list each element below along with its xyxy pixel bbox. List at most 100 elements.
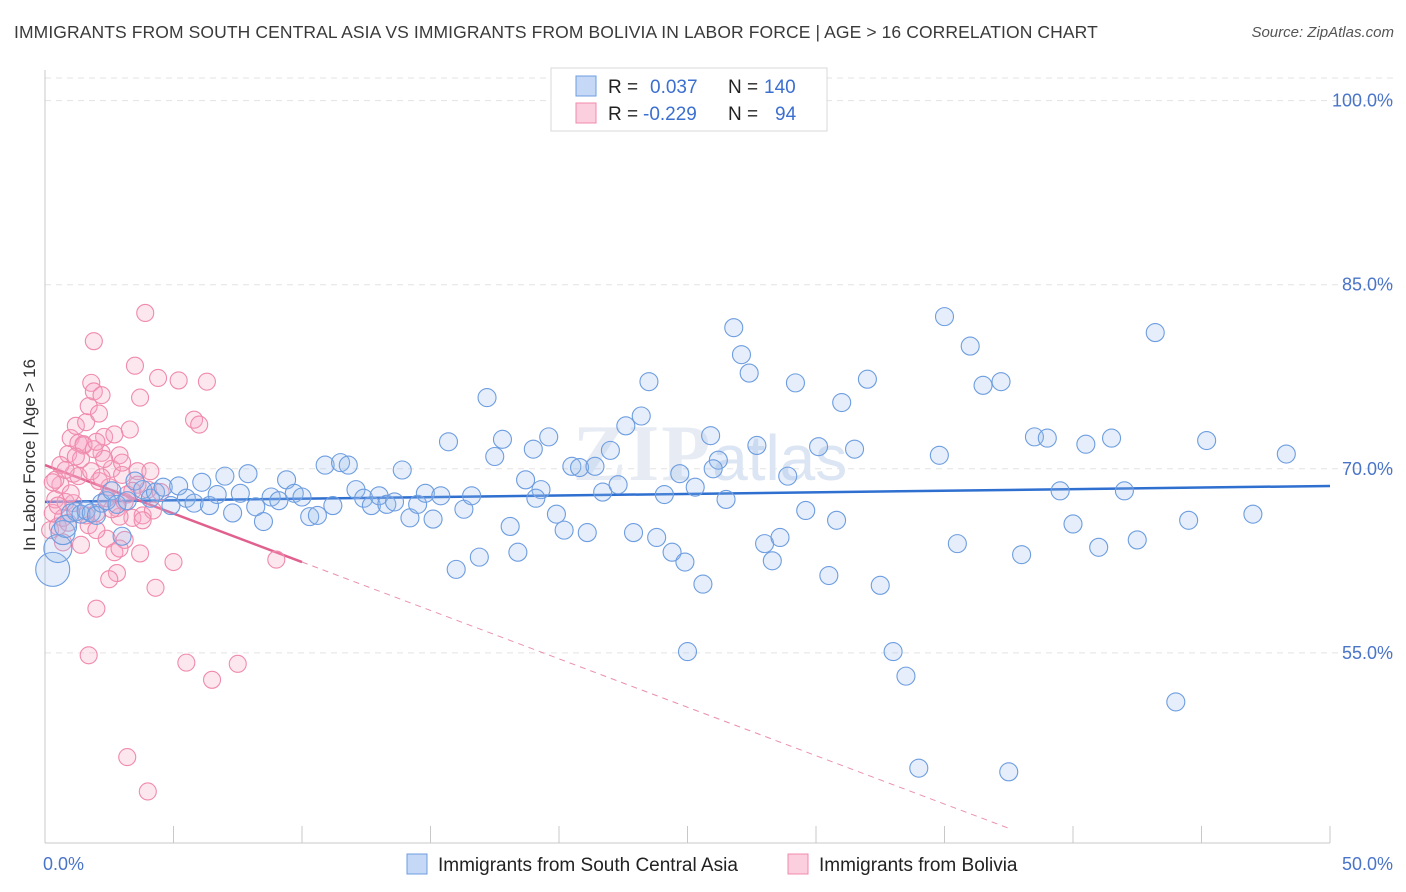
gridlines xyxy=(45,77,1395,654)
south-central-asia-point xyxy=(1102,428,1122,448)
south-central-asia-point xyxy=(785,373,805,393)
bolivia-point xyxy=(92,468,111,487)
series-south-central-asia xyxy=(35,307,1296,782)
bolivia-point xyxy=(141,462,160,481)
south-central-asia-point xyxy=(819,565,839,586)
bolivia-point xyxy=(66,416,85,435)
south-central-asia-point xyxy=(408,494,428,514)
series-bolivia xyxy=(41,303,286,801)
south-central-asia-point xyxy=(539,427,559,447)
bolivia-point xyxy=(89,404,109,423)
bolivia-point xyxy=(125,356,144,375)
south-central-asia-point xyxy=(631,406,651,426)
south-central-asia-point xyxy=(662,542,682,562)
south-central-asia-point xyxy=(724,318,744,338)
south-central-asia-point xyxy=(570,457,590,478)
south-central-asia-point xyxy=(526,488,546,508)
bolivia-point xyxy=(84,332,103,351)
y-tick-label: 55.0% xyxy=(1342,643,1393,663)
south-central-asia-point xyxy=(1076,434,1096,454)
south-central-asia-point xyxy=(230,483,250,503)
bolivia-point xyxy=(190,415,209,434)
south-central-asia-point xyxy=(215,466,235,486)
south-central-asia-point xyxy=(883,642,903,662)
south-central-asia-point xyxy=(1037,428,1057,448)
south-central-asia-point xyxy=(117,491,137,511)
x-tick-labels: 0.0% 50.0% xyxy=(43,854,1393,874)
trend-line-bolivia-extended xyxy=(301,561,1009,829)
south-central-asia-point xyxy=(315,455,335,475)
south-central-asia-point xyxy=(608,475,628,495)
bolivia-point xyxy=(105,425,124,444)
bolivia-point xyxy=(120,420,139,439)
south-central-asia-point xyxy=(307,505,327,525)
south-central-asia-point xyxy=(423,509,443,529)
south-central-asia-point xyxy=(1197,430,1217,451)
south-central-asia-point xyxy=(35,551,71,587)
south-central-asia-point xyxy=(796,500,816,521)
legend-swatch-blue xyxy=(575,75,597,97)
bolivia-point xyxy=(149,368,168,388)
south-central-asia-point xyxy=(438,432,459,452)
y-tick-label: 85.0% xyxy=(1342,275,1393,295)
south-central-asia-point xyxy=(462,486,482,506)
bolivia-point xyxy=(146,578,165,597)
south-central-asia-point xyxy=(97,491,117,511)
south-central-asia-point xyxy=(827,510,847,530)
south-central-asia-point xyxy=(1127,530,1147,550)
south-central-asia-point xyxy=(415,483,435,503)
south-central-asia-point xyxy=(770,527,790,548)
y-tick-labels: 55.0% 70.0% 85.0% 100.0% xyxy=(1332,91,1393,663)
bolivia-point xyxy=(71,535,91,554)
south-central-asia-point xyxy=(857,369,877,389)
south-central-asia-point xyxy=(960,336,980,356)
x-tick-label-max: 50.0% xyxy=(1342,854,1393,874)
south-central-asia-point xyxy=(934,307,955,327)
south-central-asia-point xyxy=(1089,537,1109,557)
south-central-asia-point xyxy=(1243,504,1263,524)
south-central-asia-point xyxy=(269,491,289,511)
south-central-asia-point xyxy=(1166,692,1186,712)
south-central-asia-point xyxy=(446,559,466,579)
bolivia-point xyxy=(164,552,183,572)
south-central-asia-point xyxy=(585,456,605,476)
south-central-asia-point xyxy=(54,514,78,538)
south-central-asia-point xyxy=(1114,481,1134,501)
south-central-asia-point xyxy=(199,496,220,516)
bolivia-point xyxy=(110,446,129,465)
bolivia-point xyxy=(43,473,62,492)
south-central-asia-point xyxy=(739,363,759,383)
legend-n-label-2: N = xyxy=(728,104,758,125)
south-central-asia-point xyxy=(477,388,497,408)
south-central-asia-point xyxy=(246,497,266,517)
south-central-asia-point xyxy=(844,439,865,459)
x-tick-label-min: 0.0% xyxy=(43,854,84,874)
south-central-asia-point xyxy=(639,372,659,392)
south-central-asia-point xyxy=(161,496,181,516)
south-central-asia-point xyxy=(76,500,96,521)
bolivia-point xyxy=(228,654,247,673)
south-central-asia-point xyxy=(91,493,112,513)
bolivia-point xyxy=(71,449,91,469)
south-central-asia-point xyxy=(469,547,489,567)
south-central-asia-point xyxy=(253,511,274,532)
legend-r-label-2: R = xyxy=(608,104,638,125)
south-central-asia-point xyxy=(140,488,160,508)
bolivia-point xyxy=(118,748,137,767)
legend-n-value-1: 140 xyxy=(764,77,796,98)
bottom-legend-label-blue: Immigrants from South Central Asia xyxy=(438,855,738,876)
south-central-asia-point xyxy=(731,345,752,365)
south-central-asia-point xyxy=(703,459,723,479)
bolivia-point xyxy=(87,599,106,618)
south-central-asia-point xyxy=(107,494,127,514)
south-central-asia-point xyxy=(500,516,520,536)
south-central-asia-point xyxy=(991,372,1011,392)
south-central-asia-point xyxy=(292,487,312,507)
bolivia-point xyxy=(110,539,129,558)
south-central-asia-point xyxy=(1145,323,1165,343)
south-central-asia-point xyxy=(562,456,582,476)
legend-n-value-2: 94 xyxy=(775,104,797,125)
bolivia-point xyxy=(82,462,101,481)
south-central-asia-point xyxy=(778,466,798,486)
south-central-asia-point xyxy=(330,453,351,473)
